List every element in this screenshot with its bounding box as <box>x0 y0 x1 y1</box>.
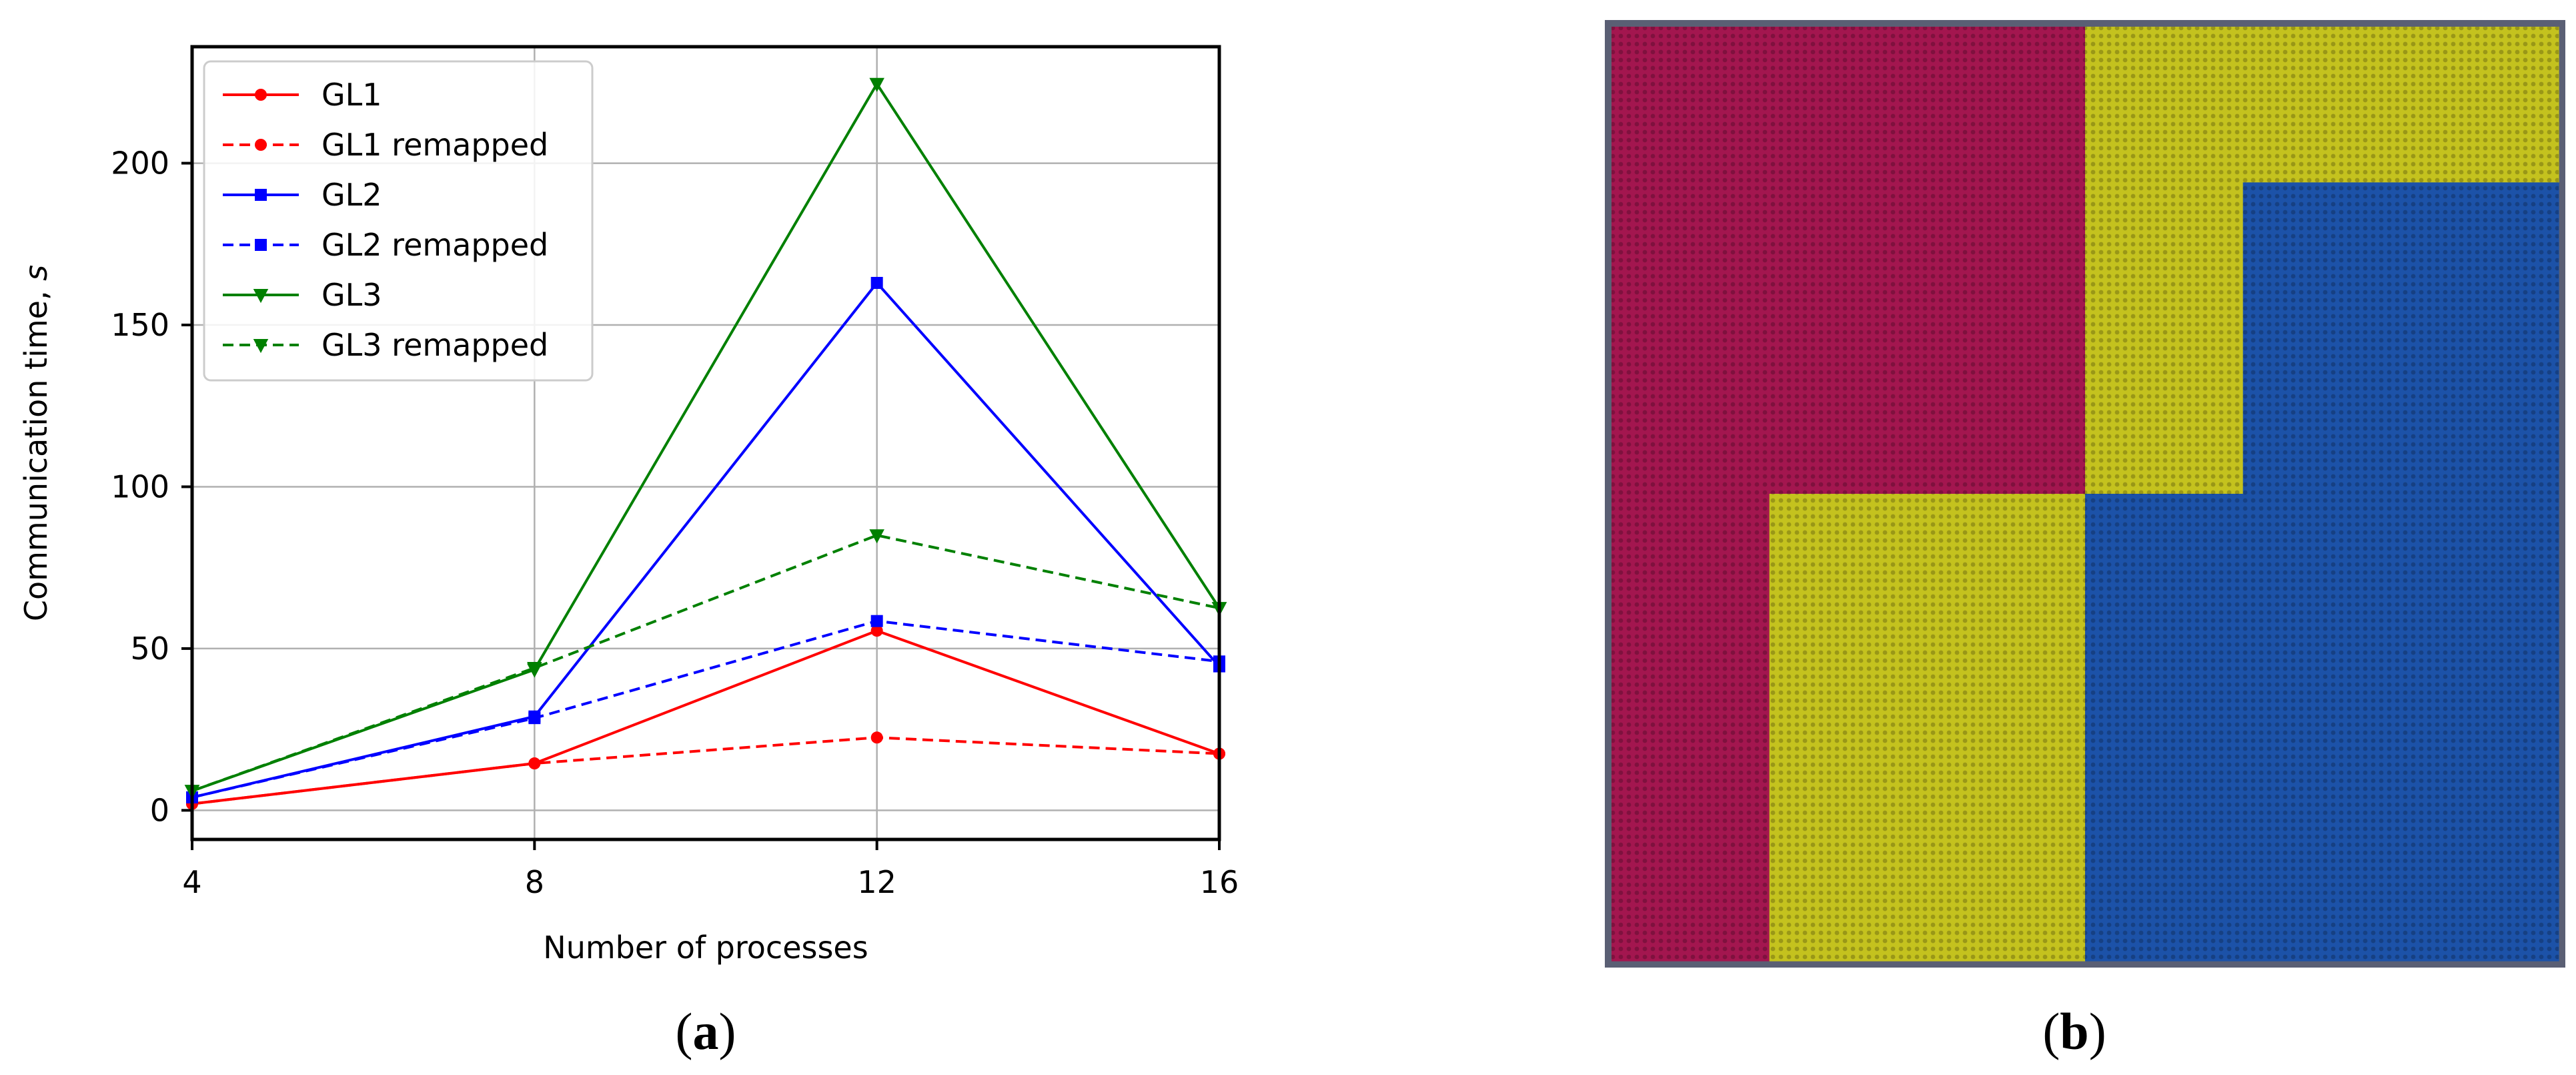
legend-marker <box>253 339 269 354</box>
series-line <box>191 534 1220 793</box>
x-axis-label: Number of processes <box>543 930 868 966</box>
heatmap-dot-texture <box>1612 27 2559 961</box>
legend: GL1 GL1 remapped GL2 GL2 remapped GL3 GL3 rem… <box>203 60 594 382</box>
x-tick-label: 16 <box>1200 864 1239 900</box>
series-line <box>191 82 1221 793</box>
caption-b: (b) <box>2042 1002 2106 1060</box>
data-point <box>869 529 884 544</box>
legend-label: GL2 <box>321 177 382 213</box>
legend-label: GL2 remapped <box>321 227 548 263</box>
legend-entry: GL2 remapped <box>223 227 548 263</box>
y-tick-label: 100 <box>111 468 169 504</box>
axis-tick-labels: 4 8 12 16 0 50 100 150 200 <box>111 145 1239 900</box>
data-point <box>528 712 541 725</box>
y-tick-label: 150 <box>111 307 169 343</box>
series-layer <box>184 77 1227 810</box>
legend-label: GL3 remapped <box>321 327 548 363</box>
axis-ticks <box>181 161 1221 850</box>
y-tick-label: 50 <box>130 631 169 667</box>
data-point <box>870 276 883 289</box>
series-line <box>191 736 1220 805</box>
legend-box <box>203 60 594 382</box>
y-tick-label: 0 <box>150 792 169 828</box>
legend-marker <box>255 239 267 251</box>
data-point <box>869 77 884 92</box>
x-tick-label: 12 <box>857 864 896 900</box>
legend-label: GL1 remapped <box>321 127 548 163</box>
data-point <box>528 757 541 770</box>
legend-entry: GL3 remapped <box>223 327 548 363</box>
legend-marker <box>253 289 269 304</box>
heatmap-panel: (b) <box>1605 20 2565 1060</box>
legend-marker <box>255 89 267 101</box>
series-gl2-remapped <box>186 615 1225 803</box>
legend-label: GL3 <box>321 277 382 313</box>
series-gl1-remapped <box>186 731 1225 810</box>
legend-label: GL1 <box>321 77 382 113</box>
legend-entry: GL1 remapped <box>223 127 548 163</box>
legend-marker <box>255 139 267 151</box>
data-point <box>870 731 883 744</box>
communication-time-chart: 4 8 12 16 0 50 100 150 200 Number of processes C… <box>18 45 1239 1060</box>
series-line <box>191 619 1220 799</box>
legend-entry: GL3 <box>223 277 382 313</box>
caption-a: (a) <box>676 1002 736 1060</box>
legend-marker <box>255 189 267 201</box>
legend-entry: GL1 <box>223 77 382 113</box>
data-point <box>870 625 883 637</box>
legend-entry: GL2 <box>223 177 382 213</box>
data-point <box>527 662 542 677</box>
data-point <box>870 615 883 627</box>
x-tick-label: 4 <box>182 864 201 900</box>
plot-frame <box>190 45 1221 841</box>
y-axis-label: Communication time, s <box>18 265 54 621</box>
y-tick-label: 200 <box>111 145 169 182</box>
x-tick-label: 8 <box>525 864 544 900</box>
